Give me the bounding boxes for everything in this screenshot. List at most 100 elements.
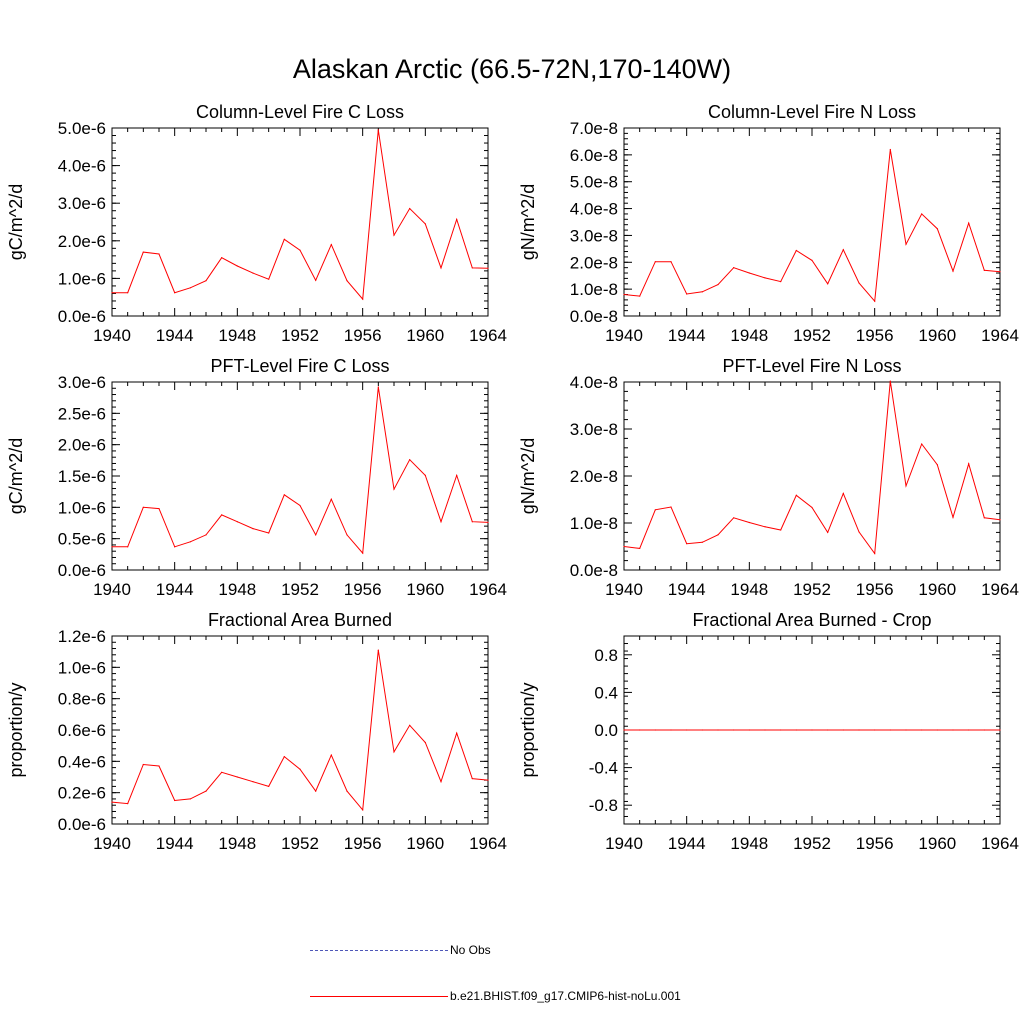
- x-tick-label: 1944: [156, 834, 194, 853]
- data-point: [701, 541, 703, 543]
- y-axis-label: proportion/y: [518, 682, 538, 777]
- data-point: [409, 724, 411, 726]
- data-point: [858, 729, 860, 731]
- y-tick-label: 0.0e-6: [58, 815, 106, 834]
- y-tick-label: 0.2e-6: [58, 784, 106, 803]
- x-tick-label: 1940: [93, 580, 131, 599]
- chart-panel-2: 0.0e-8 1.0e-8 2.0e-8 3.0e-8 4.0e-8 5.0e-8 6.0e…: [518, 102, 1019, 345]
- data-point: [936, 464, 938, 466]
- x-tick-label: 1940: [605, 580, 643, 599]
- data-point: [717, 283, 719, 286]
- data-point: [654, 509, 656, 511]
- data-point: [780, 729, 782, 731]
- data-point: [362, 298, 364, 300]
- data-point: [936, 228, 938, 230]
- chart-panel-3: 0.0e-6 0.5e-6 1.0e-6 1.5e-6 2.0e-6 2.5e-6 3.0e…: [6, 356, 507, 599]
- data-point: [283, 756, 285, 758]
- x-tick-label: 1960: [406, 834, 444, 853]
- y-axis-label: gC/m^2/d: [6, 184, 26, 260]
- data-point: [905, 485, 907, 487]
- y-tick-label: 5.0e-6: [58, 119, 106, 138]
- data-point: [471, 521, 473, 523]
- data-point: [424, 474, 426, 476]
- y-tick-label: 4.0e-6: [58, 157, 106, 176]
- y-axis-label: gN/m^2/d: [518, 438, 538, 514]
- chart-panel-5: 0.0e-6 0.2e-6 0.4e-6 0.6e-6 0.8e-6 1.0e-6 1.2e…: [6, 610, 507, 853]
- panel-title: PFT-Level Fire C Loss: [210, 356, 389, 376]
- x-tick-label: 1956: [344, 580, 382, 599]
- y-tick-label: 1.0e-6: [58, 498, 106, 517]
- y-tick-label: 2.0e-8: [570, 467, 618, 486]
- data-point: [842, 729, 844, 731]
- data-point: [842, 249, 844, 251]
- x-tick-label: 1952: [793, 834, 831, 853]
- chart-panel-4: 0.0e-8 1.0e-8 2.0e-8 3.0e-8 4.0e-8 1940 1944 19…: [518, 356, 1019, 599]
- data-point: [686, 293, 688, 295]
- data-point: [952, 516, 954, 518]
- data-point: [733, 267, 735, 269]
- y-tick-label: 2.0e-6: [58, 232, 106, 251]
- data-point: [346, 280, 348, 282]
- data-point: [330, 243, 332, 246]
- data-point: [174, 292, 176, 294]
- y-tick-label: 0.0e-6: [58, 307, 106, 326]
- x-tick-label: 1960: [918, 580, 956, 599]
- page-title: Alaskan Arctic (66.5-72N,170-140W): [292, 54, 732, 84]
- data-point: [670, 506, 672, 508]
- data-point: [127, 546, 129, 548]
- data-point: [795, 729, 797, 731]
- data-point: [189, 287, 191, 289]
- x-tick-label: 1952: [793, 580, 831, 599]
- x-tick-label: 1960: [406, 326, 444, 345]
- data-point: [189, 798, 191, 800]
- y-tick-label: 0.4e-6: [58, 752, 106, 771]
- y-tick-label: 0.0e-8: [570, 561, 618, 580]
- data-point: [456, 218, 458, 220]
- y-tick-label: 1.0e-8: [570, 514, 618, 533]
- data-point: [440, 521, 442, 523]
- x-tick-label: 1944: [668, 326, 706, 345]
- y-tick-label: 1.0e-6: [58, 658, 106, 677]
- data-point: [764, 729, 766, 731]
- data-point: [189, 541, 191, 543]
- data-point: [315, 790, 317, 792]
- legend-label-obs: No Obs: [450, 943, 491, 957]
- data-point: [221, 514, 223, 516]
- panel-title: PFT-Level Fire N Loss: [722, 356, 901, 376]
- data-point: [393, 488, 395, 490]
- data-point: [471, 777, 473, 780]
- x-tick-label: 1944: [156, 580, 194, 599]
- data-point: [111, 292, 113, 294]
- y-tick-label: 3.0e-6: [58, 194, 106, 213]
- data-point: [905, 729, 907, 731]
- data-point: [409, 459, 411, 461]
- data-point: [983, 269, 985, 271]
- data-point: [701, 729, 703, 731]
- x-tick-label: 1964: [981, 834, 1019, 853]
- y-tick-label: 3.0e-8: [570, 226, 618, 245]
- data-point: [811, 259, 813, 262]
- data-point: [346, 534, 348, 536]
- data-point: [315, 279, 317, 281]
- data-point: [999, 519, 1001, 521]
- x-tick-label: 1948: [730, 580, 768, 599]
- data-point: [205, 280, 207, 282]
- data-point: [827, 283, 829, 285]
- data-point: [733, 729, 735, 731]
- data-point: [748, 521, 750, 524]
- data-point: [174, 799, 176, 802]
- panel-title: Fractional Area Burned: [208, 610, 392, 630]
- x-tick-label: 1952: [281, 834, 319, 853]
- x-tick-label: 1940: [93, 326, 131, 345]
- data-point: [111, 546, 113, 548]
- data-point: [874, 729, 876, 731]
- data-point: [252, 272, 254, 274]
- data-point: [315, 534, 317, 536]
- data-point: [440, 781, 442, 783]
- data-point: [639, 729, 641, 731]
- data-point: [780, 529, 782, 531]
- data-point: [111, 801, 113, 803]
- legend-item-model: b.e21.BHIST.f09_g17.CMIP6-hist-noLu.001: [310, 986, 681, 1006]
- data-point: [377, 129, 379, 131]
